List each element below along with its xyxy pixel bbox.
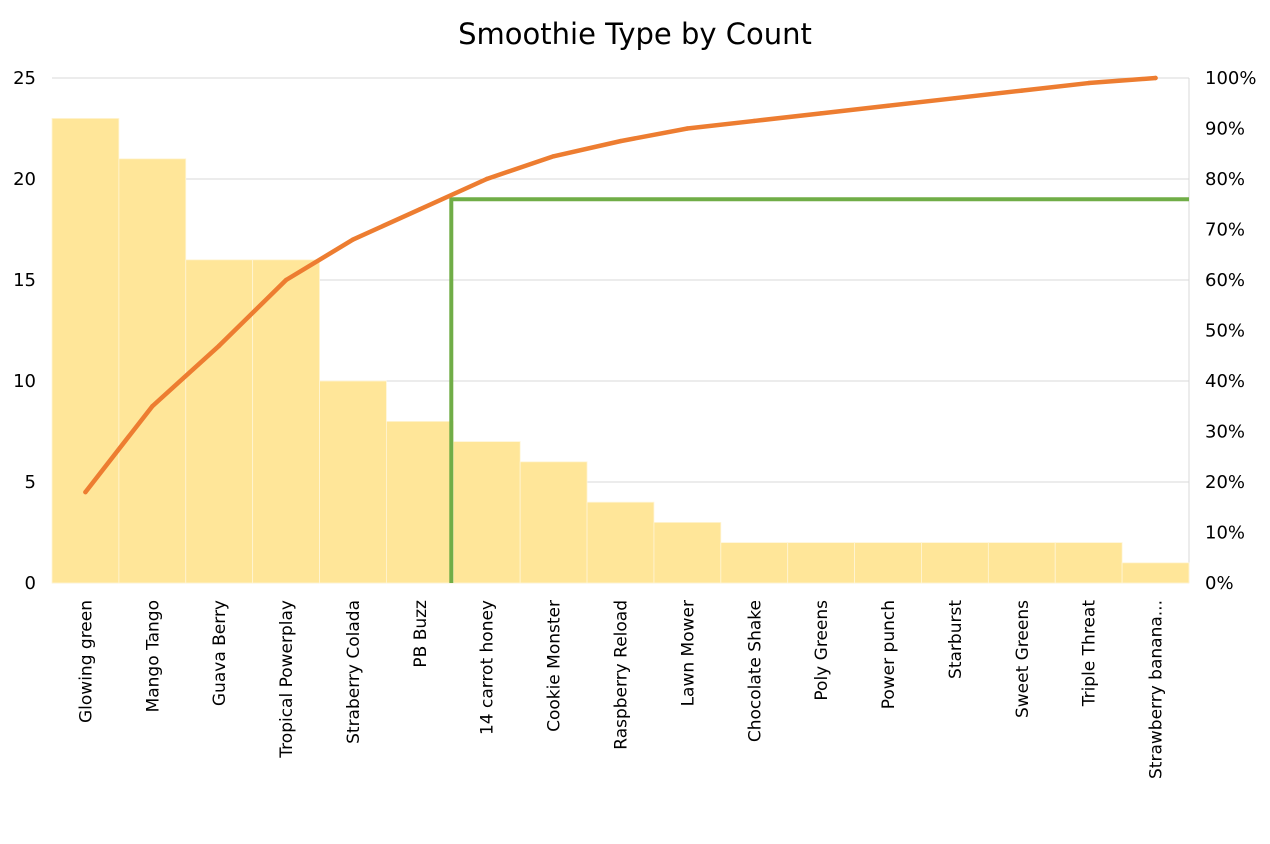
cumulative-point: [885, 103, 891, 108]
bar: [118, 158, 187, 584]
bar: [252, 259, 320, 584]
cumulative-point: [1019, 88, 1024, 93]
y-tick-label: 10: [13, 371, 36, 392]
y2-tick-label: 10%: [1205, 523, 1245, 544]
y-tick-label: 25: [13, 68, 36, 89]
category-label: Power punch: [879, 600, 899, 709]
cumulative-group: [83, 75, 1158, 495]
cumulative-point: [283, 277, 289, 283]
category-label: Poly Greens: [812, 600, 832, 701]
y2-tick-label: 90%: [1205, 119, 1245, 140]
y2-tick-label: 70%: [1205, 220, 1245, 241]
bar: [1054, 542, 1123, 584]
bar: [653, 522, 722, 584]
y2-axis-ticks: 0% 10% 20% 30% 40% 50% 60% 70% 80% 90% 100%: [1205, 68, 1256, 594]
y2-tick-label: 100%: [1205, 68, 1256, 89]
category-label: Sweet Greens: [1013, 600, 1033, 718]
category-label: Cookie Monster: [545, 600, 565, 732]
y-tick-label: 0: [25, 573, 36, 594]
cumulative-point: [752, 118, 757, 124]
cumulative-point: [551, 154, 556, 159]
bar: [854, 542, 922, 584]
y2-tick-label: 20%: [1205, 472, 1245, 493]
category-label: Straberry Colada: [344, 600, 364, 744]
y-tick-label: 20: [13, 169, 36, 190]
y-tick-label: 5: [25, 472, 36, 493]
cumulative-point: [685, 126, 690, 131]
category-label: Guava Berry: [210, 600, 230, 706]
bar: [185, 259, 254, 584]
y2-tick-label: 0%: [1205, 573, 1234, 594]
y2-tick-label: 40%: [1205, 371, 1245, 392]
y2-tick-label: 80%: [1205, 169, 1245, 190]
bar: [452, 441, 521, 584]
category-label: Tropical Powerplay: [277, 600, 297, 759]
y2-tick-label: 50%: [1205, 321, 1245, 342]
bar: [921, 542, 989, 584]
category-label: Mango Tango: [143, 600, 163, 712]
category-label: Glowing green: [76, 600, 96, 723]
bar: [586, 501, 655, 584]
cumulative-point: [83, 489, 88, 495]
cumulative-point: [217, 343, 222, 348]
y2-tick-label: 30%: [1205, 422, 1245, 443]
cutoff-line: [449, 197, 1189, 583]
bar: [519, 461, 588, 584]
category-label: PB Buzz: [411, 600, 431, 668]
category-label: Raspberry Reload: [612, 600, 632, 750]
y2-tick-label: 60%: [1205, 270, 1245, 291]
cumulative-point: [350, 237, 356, 242]
category-label: 14 carrot honey: [478, 600, 498, 735]
category-label: Strawberry banana...: [1147, 600, 1167, 779]
bar: [319, 380, 387, 584]
cumulative-point: [952, 96, 958, 101]
category-label: Triple Threat: [1080, 600, 1100, 708]
bar: [987, 542, 1056, 584]
cutoff-group: [449, 197, 1189, 583]
cumulative-point: [417, 207, 423, 212]
cumulative-point: [484, 176, 489, 182]
cumulative-point: [818, 111, 824, 116]
x-axis-labels: Glowing green Mango Tango Guava Berry Tropi…: [76, 600, 1166, 779]
bar: [51, 118, 120, 584]
category-label: Lawn Mower: [678, 600, 698, 706]
chart-title: Smoothie Type by Count: [458, 17, 812, 51]
bar: [720, 542, 789, 584]
cumulative-point: [1086, 80, 1091, 86]
category-label: Starburst: [946, 600, 966, 679]
y-axis-ticks: 0 5 10 15 20 25: [13, 68, 36, 594]
bar: [787, 542, 855, 584]
bar: [1121, 562, 1190, 584]
category-label: Chocolate Shake: [745, 600, 765, 742]
cumulative-point: [150, 404, 155, 409]
y-tick-label: 15: [13, 270, 36, 291]
bar: [386, 420, 454, 584]
bars-group: [51, 118, 1190, 584]
cumulative-point: [618, 138, 623, 144]
cumulative-point: [1153, 75, 1158, 81]
